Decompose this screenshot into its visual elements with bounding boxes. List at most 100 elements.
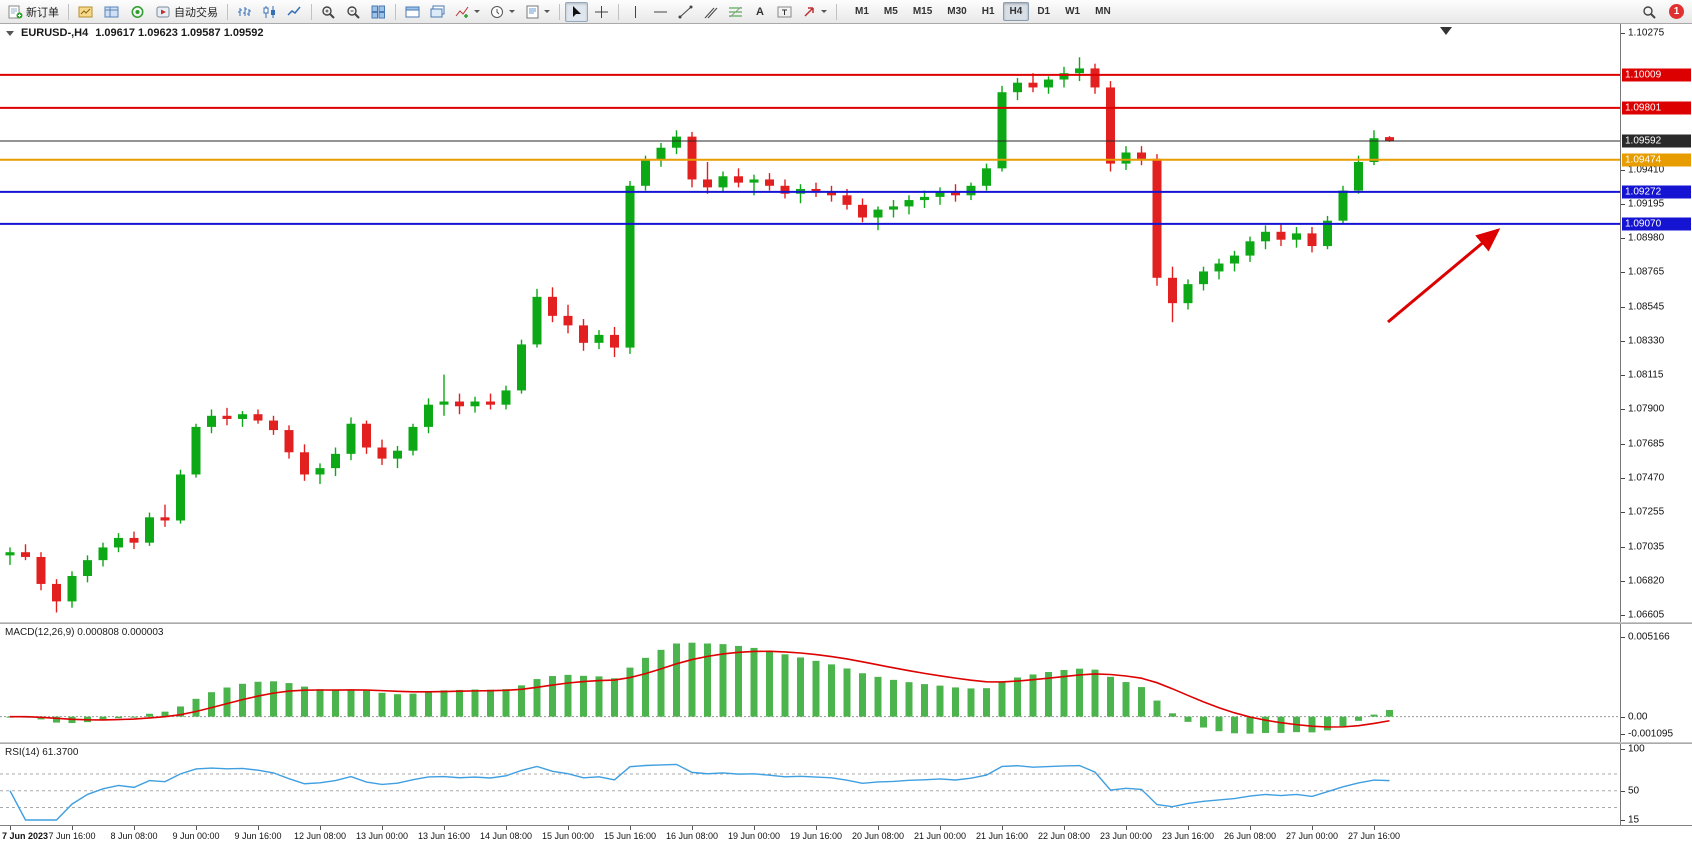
horizontal-line-button[interactable]: [649, 2, 672, 22]
macd-bar: [502, 689, 510, 717]
candle-body: [1261, 231, 1270, 242]
candle-body: [176, 474, 185, 521]
macd-bar: [254, 681, 262, 717]
zoom-out-button[interactable]: [342, 2, 365, 22]
timeframe-h4[interactable]: H4: [1002, 2, 1030, 21]
new-order-label: 新订单: [26, 6, 59, 19]
chart-shift-marker[interactable]: [1440, 27, 1452, 35]
price-axis-tick: [1621, 238, 1625, 240]
time-axis-label: 9 Jun 16:00: [234, 831, 282, 841]
line-chart-button[interactable]: [283, 2, 306, 22]
arrows-button[interactable]: [798, 2, 831, 22]
main-chart-pane[interactable]: 1.10275 1.09410 1.09195 1.08980 1.08765 1.085…: [0, 24, 1692, 622]
rsi-axis: 100 50 15: [1620, 744, 1692, 825]
rsi-name: RSI(14): [5, 747, 40, 758]
channel-button[interactable]: [699, 2, 722, 22]
tile-windows-button[interactable]: [367, 2, 390, 22]
search-button[interactable]: [1638, 2, 1661, 22]
candlestick-chart-button[interactable]: [258, 2, 281, 22]
market-watch-button[interactable]: [74, 2, 98, 22]
cascade-windows-button[interactable]: [426, 2, 449, 22]
macd-bar: [1184, 716, 1192, 722]
fibonacci-icon: [729, 6, 742, 17]
macd-bar: [967, 688, 975, 717]
pane-splitter[interactable]: [0, 742, 1692, 744]
chevron-down-icon: [821, 10, 827, 13]
timeframe-m15[interactable]: M15: [912, 6, 933, 17]
price-line-label-1.09272: 1.09272: [1622, 185, 1691, 199]
pane-splitter[interactable]: [0, 622, 1692, 624]
time-axis[interactable]: 7 Jun 2023 7 Jun 16:00 8 Jun 08:00 9 Jun 00…: [0, 825, 1692, 845]
timeframe-buttons: M1 M5 M15 M30 H1 H4 D1 W1 MN: [848, 2, 1118, 21]
candle-body: [1354, 162, 1363, 191]
macd-bar: [1107, 676, 1114, 717]
separator: [68, 3, 69, 20]
annotation-arrow[interactable]: [1387, 228, 1501, 324]
price-line-label-1.09070: 1.09070: [1622, 217, 1691, 231]
navigator-button[interactable]: [126, 2, 150, 22]
indicators-button[interactable]: [451, 2, 484, 22]
trendline-button[interactable]: [674, 2, 697, 22]
zoom-in-button[interactable]: [317, 2, 340, 22]
price-axis-label: 1.09410: [1628, 164, 1665, 176]
time-axis-label: 26 Jun 08:00: [1223, 831, 1277, 841]
bar-chart-button[interactable]: [233, 2, 256, 22]
candle-body: [1230, 255, 1239, 264]
macd-bar: [208, 692, 215, 717]
macd-bar: [750, 647, 758, 717]
chart-menu-arrow-icon[interactable]: [6, 30, 14, 36]
timeframe-w1[interactable]: W1: [1065, 6, 1081, 17]
vertical-line-button[interactable]: [624, 2, 647, 22]
macd-bar: [580, 675, 587, 717]
cursor-button[interactable]: [565, 1, 588, 22]
candle-body: [300, 452, 309, 475]
price-axis-label: 1.07900: [1628, 403, 1665, 415]
fibonacci-button[interactable]: [724, 2, 747, 22]
time-axis-tick: [816, 826, 817, 830]
rsi-plot[interactable]: [0, 744, 1620, 825]
data-window-button[interactable]: [100, 2, 124, 22]
macd-bar: [1045, 671, 1052, 717]
timeframe-m30[interactable]: M30: [947, 6, 967, 17]
price-axis-label: 1.10275: [1628, 27, 1665, 39]
timeframe-m1[interactable]: M1: [855, 6, 869, 17]
timeframe-mn[interactable]: MN: [1095, 6, 1111, 17]
macd-plot[interactable]: [0, 624, 1620, 742]
macd-bar: [1029, 674, 1037, 717]
macd-bar: [797, 657, 804, 717]
text-button[interactable]: A: [749, 2, 771, 22]
timeframe-m5[interactable]: M5: [883, 6, 898, 17]
crosshair-button[interactable]: [590, 2, 613, 22]
candle-body: [1292, 233, 1301, 240]
candle-body: [625, 185, 635, 348]
templates-button[interactable]: [521, 2, 554, 22]
candle-body: [1323, 220, 1332, 247]
candle-body: [393, 450, 402, 459]
candle-body: [129, 537, 139, 543]
macd-pane[interactable]: 0.005166 0.00 -0.001095 MACD(12,26,9) 0.00…: [0, 624, 1692, 742]
candle-body: [191, 426, 201, 475]
main-price-axis[interactable]: 1.10275 1.09410 1.09195 1.08980 1.08765 1.085…: [1620, 24, 1692, 622]
indicators-icon: [455, 6, 469, 18]
main-plot[interactable]: [0, 24, 1620, 622]
price-axis-label: 1.08765: [1628, 266, 1665, 278]
candle-body: [362, 423, 371, 448]
macd-bar: [270, 681, 277, 717]
macd-bar: [301, 686, 308, 717]
candle-body: [346, 423, 356, 454]
auto-trading-button[interactable]: 自动交易: [152, 2, 222, 22]
macd-bar: [440, 690, 448, 717]
candle-body: [749, 179, 759, 183]
notification-badge[interactable]: 1: [1669, 4, 1684, 19]
new-order-button[interactable]: 新订单: [4, 2, 63, 22]
rsi-pane[interactable]: 100 50 15 RSI(14) 61.3700: [0, 744, 1692, 825]
label-button[interactable]: [773, 2, 796, 22]
price-line-label-1.09474: 1.09474: [1622, 153, 1691, 167]
periods-button[interactable]: [486, 2, 519, 22]
time-axis-tick: [1374, 826, 1375, 830]
macd-axis-tick: [1621, 636, 1625, 638]
timeframe-h1[interactable]: H1: [981, 6, 995, 17]
arrange-windows-button[interactable]: [401, 2, 424, 22]
arrow-tool-icon: [804, 6, 814, 17]
timeframe-d1[interactable]: D1: [1037, 6, 1051, 17]
